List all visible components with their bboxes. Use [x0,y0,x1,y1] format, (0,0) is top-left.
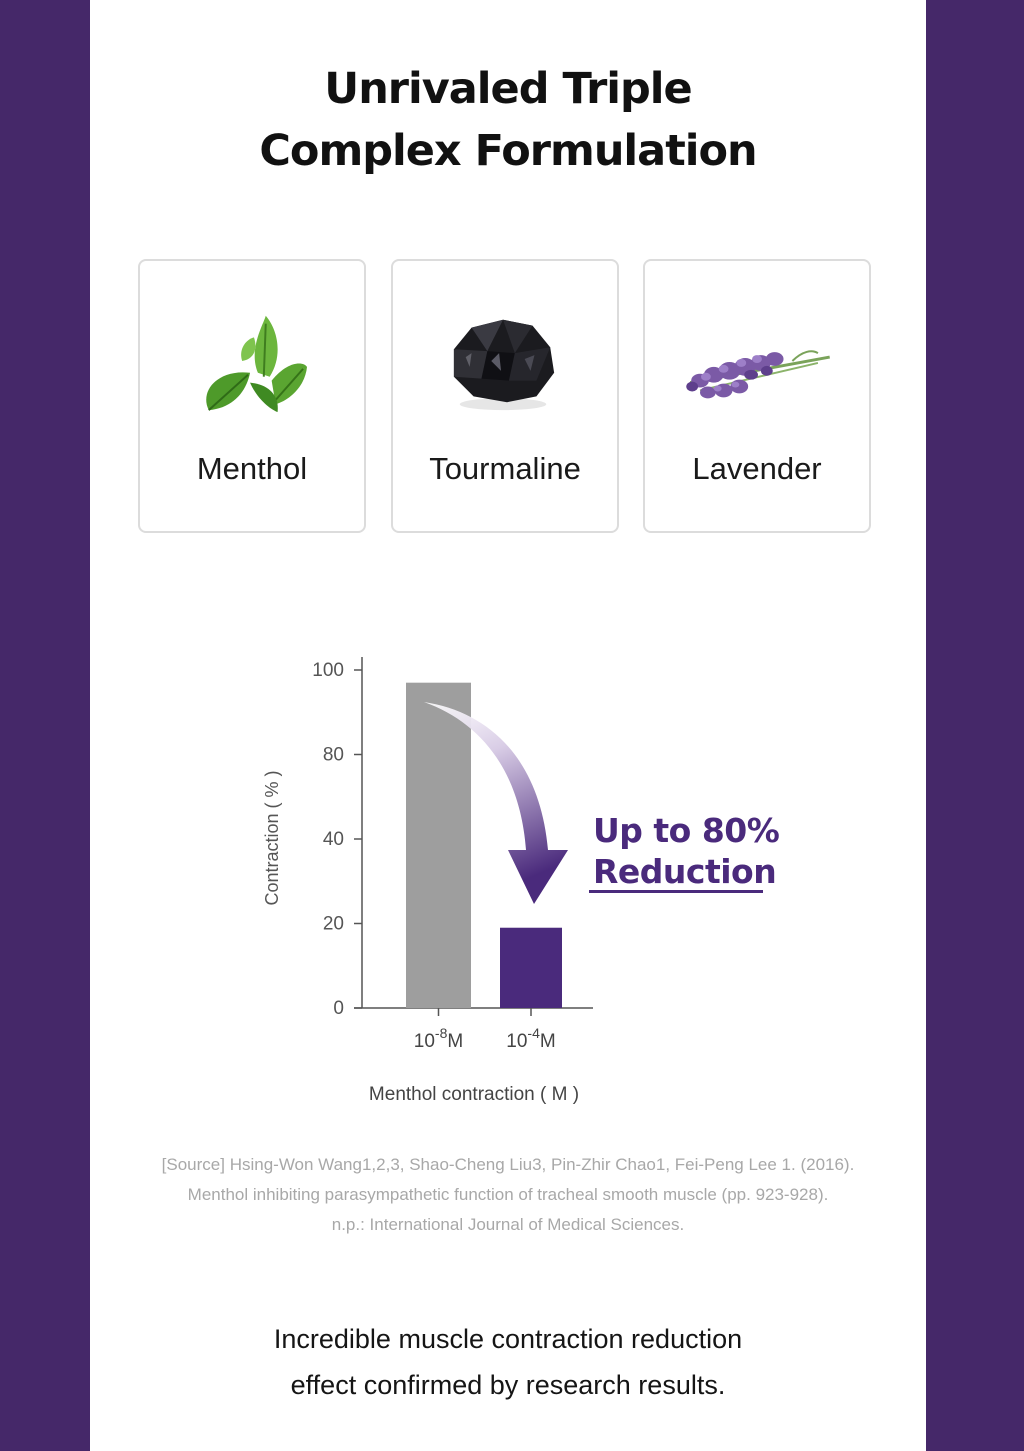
y-ticks: 0 20 40 80 100 [312,660,362,1019]
x-ticks: 10-8M 10-4M [414,1008,556,1052]
y-axis-label: Contraction ( % ) [262,770,282,905]
ingredient-label-lavender: Lavender [692,451,822,486]
page-title: Unrivaled Triple Complex Formulation [90,58,926,182]
tagline-line-1: Incredible muscle contraction reduction [273,1324,743,1354]
callout-line-2: Reduction [593,852,777,891]
ingredient-card-menthol: Menthol [138,259,366,533]
x-axis-label: Menthol contraction ( M ) [369,1084,579,1105]
ingredient-label-menthol: Menthol [196,451,308,486]
reduction-callout: Up to 80% Reduction [589,810,780,893]
callout-underline [589,890,763,893]
y-tick-label: 80 [323,745,344,766]
y-tick-label: 100 [312,660,344,681]
y-tick-label: 40 [323,829,344,850]
source-citation: [Source] Hsing-Won Wang1,2,3, Shao-Cheng… [90,1150,926,1240]
ingredient-label-tourmaline: Tourmaline [429,451,581,486]
bar-low-dose [406,682,471,1008]
ingredient-card-tourmaline: Tourmaline [391,259,619,533]
title-line-2: Complex Formulation [259,126,757,176]
tagline: Incredible muscle contraction reduction … [90,1316,926,1408]
mint-leaf-icon [206,315,308,413]
x-tick-label: 10-8M [414,1025,463,1052]
bar-high-dose [500,927,562,1008]
content-panel: Unrivaled Triple Complex Formulation Men… [90,0,926,1451]
tourmaline-stone-icon [453,319,555,411]
source-line-2: Menthol inhibiting parasympathetic funct… [187,1185,829,1204]
title-line-1: Unrivaled Triple [324,64,692,114]
chart-bars [406,682,562,1008]
lavender-sprig-icon [686,350,830,399]
callout-line-1: Up to 80% [593,811,780,850]
source-line-3: n.p.: International Journal of Medical S… [331,1215,685,1234]
source-line-1: [Source] Hsing-Won Wang1,2,3, Shao-Cheng… [161,1155,855,1174]
y-tick-label: 0 [333,998,344,1019]
tagline-line-2: effect confirmed by research results. [290,1370,726,1400]
reduction-arrow [424,702,568,904]
y-tick-label: 20 [323,914,344,935]
x-tick-label: 10-4M [506,1025,555,1052]
ingredient-card-lavender: Lavender [643,259,871,533]
